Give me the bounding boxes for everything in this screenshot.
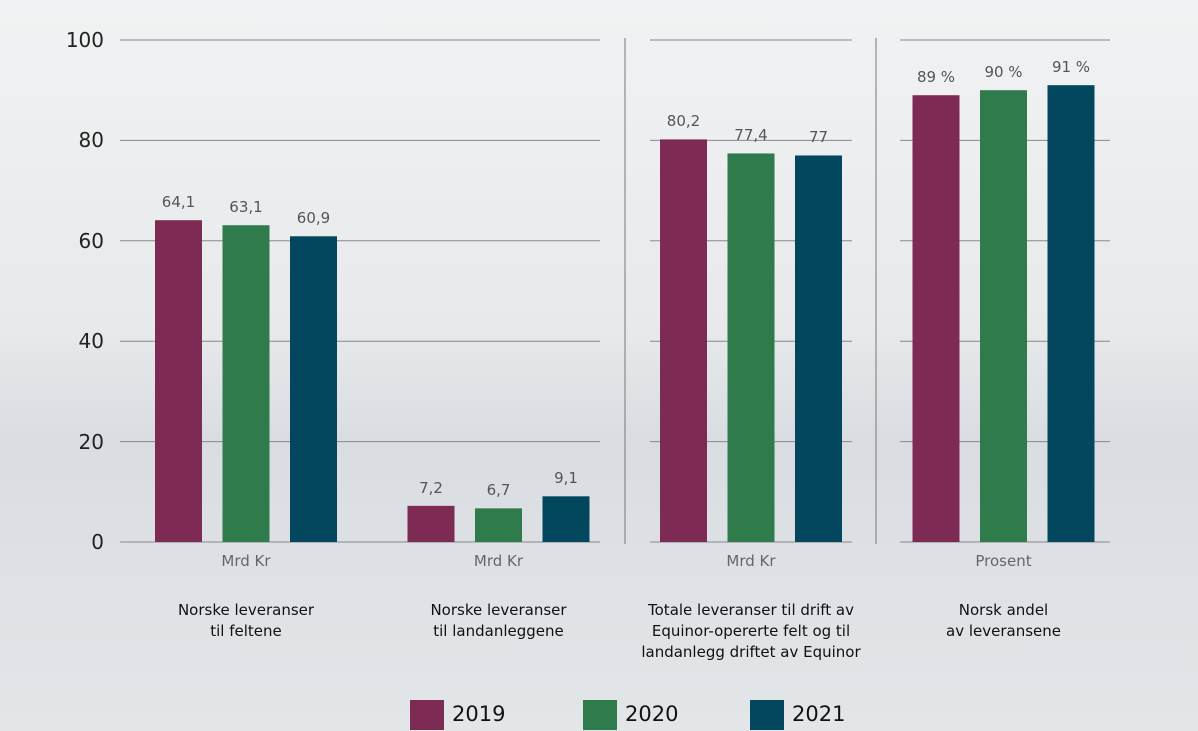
bar: [222, 225, 270, 542]
unit-label: Mrd Kr: [473, 552, 524, 570]
category-label: Norsk andel av leveransene: [946, 601, 1061, 640]
value-label: 63,1: [229, 198, 263, 217]
bar: [980, 90, 1027, 542]
y-tick-label: 0: [91, 530, 104, 554]
bar: [1047, 85, 1095, 543]
legend-label: 2021: [792, 702, 846, 726]
value-label: 6,7: [486, 481, 511, 500]
value-label: 77,4: [734, 126, 768, 145]
unit-label: Mrd Kr: [726, 552, 776, 570]
legend-swatch: [583, 700, 617, 730]
category-label: Norske leveranser til feltene: [177, 601, 315, 640]
y-tick-label: 40: [78, 329, 104, 354]
bar: [290, 236, 337, 543]
legend-swatch: [410, 700, 444, 730]
bar: [727, 153, 775, 542]
category-label: Totale leveranser til drift av Equinor-o…: [641, 601, 861, 661]
y-tick-label: 20: [78, 429, 104, 454]
legend-label: 2020: [625, 702, 679, 726]
value-label: 60,9: [296, 209, 331, 228]
bar: [542, 496, 590, 542]
value-label: 90 %: [984, 63, 1023, 82]
bar: [407, 505, 455, 542]
bar: [155, 220, 202, 542]
y-tick-label: 100: [65, 28, 104, 52]
legend-label: 2019: [452, 702, 506, 726]
y-tick-label: 80: [78, 128, 104, 153]
unit-label: Prosent: [975, 552, 1032, 570]
bar: [795, 155, 842, 542]
value-label: 89 %: [916, 68, 956, 87]
category-label: Norske leveranser til landanleggene: [430, 601, 567, 640]
bar: [660, 139, 707, 542]
value-label: 80,2: [666, 112, 701, 131]
bar: [912, 95, 960, 542]
legend-swatch: [750, 700, 784, 730]
value-label: 77: [808, 128, 829, 147]
unit-label: Mrd Kr: [221, 552, 271, 570]
value-label: 64,1: [161, 193, 196, 212]
bar: [475, 508, 522, 542]
y-tick-label: 60: [78, 228, 104, 253]
value-label: 91 %: [1051, 58, 1091, 77]
value-label: 7,2: [419, 478, 443, 497]
value-label: 9,1: [554, 469, 578, 488]
